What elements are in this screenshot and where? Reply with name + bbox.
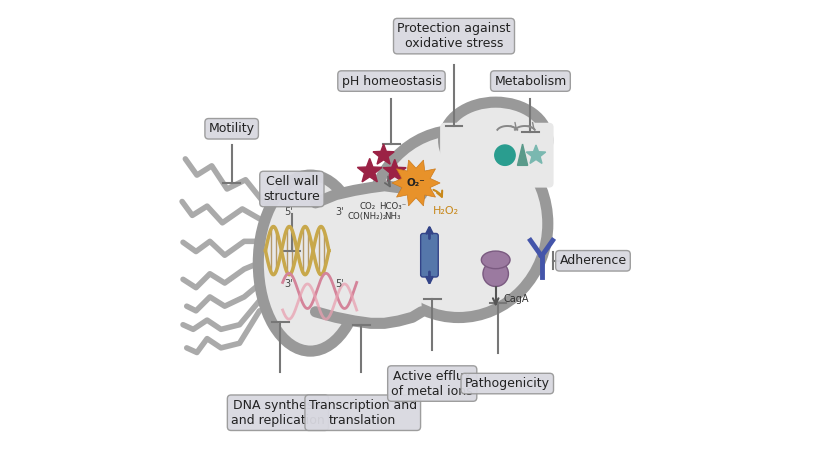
Text: Protection against
oxidative stress: Protection against oxidative stress [396,22,510,50]
Text: Active efflux
of metal ions: Active efflux of metal ions [391,370,473,397]
Text: CO₂
CO(NH₂)₂: CO₂ CO(NH₂)₂ [347,201,387,221]
Polygon shape [373,144,394,164]
Text: DNA synthesis
and replication: DNA synthesis and replication [231,399,324,427]
Text: Cell wall
structure: Cell wall structure [263,175,320,203]
Polygon shape [517,144,527,165]
Text: 5': 5' [335,279,343,289]
Ellipse shape [481,251,509,269]
Text: Motility: Motility [208,122,255,135]
Text: Adherence: Adherence [559,254,626,267]
Polygon shape [382,159,405,181]
Ellipse shape [369,130,547,317]
Ellipse shape [482,261,508,287]
Text: Transcription and
translation: Transcription and translation [308,399,416,427]
Polygon shape [526,145,545,164]
Polygon shape [357,158,382,182]
Text: H₂O₂: H₂O₂ [432,206,459,216]
FancyBboxPatch shape [440,123,553,188]
FancyBboxPatch shape [420,233,437,277]
Text: pH homeostasis: pH homeostasis [342,75,441,88]
Polygon shape [315,186,421,323]
Ellipse shape [258,175,362,351]
Circle shape [494,145,514,165]
Polygon shape [391,160,440,206]
Ellipse shape [443,102,547,178]
Text: Pathogenicity: Pathogenicity [464,377,549,390]
Text: Metabolism: Metabolism [494,75,566,88]
Text: 5': 5' [284,207,292,218]
Text: CagA: CagA [503,295,528,304]
Text: 3': 3' [284,279,292,289]
Text: 3': 3' [335,207,343,218]
Text: O₂⁻: O₂⁻ [406,178,425,188]
Text: HCO₃⁻
NH₃: HCO₃⁻ NH₃ [378,201,406,221]
